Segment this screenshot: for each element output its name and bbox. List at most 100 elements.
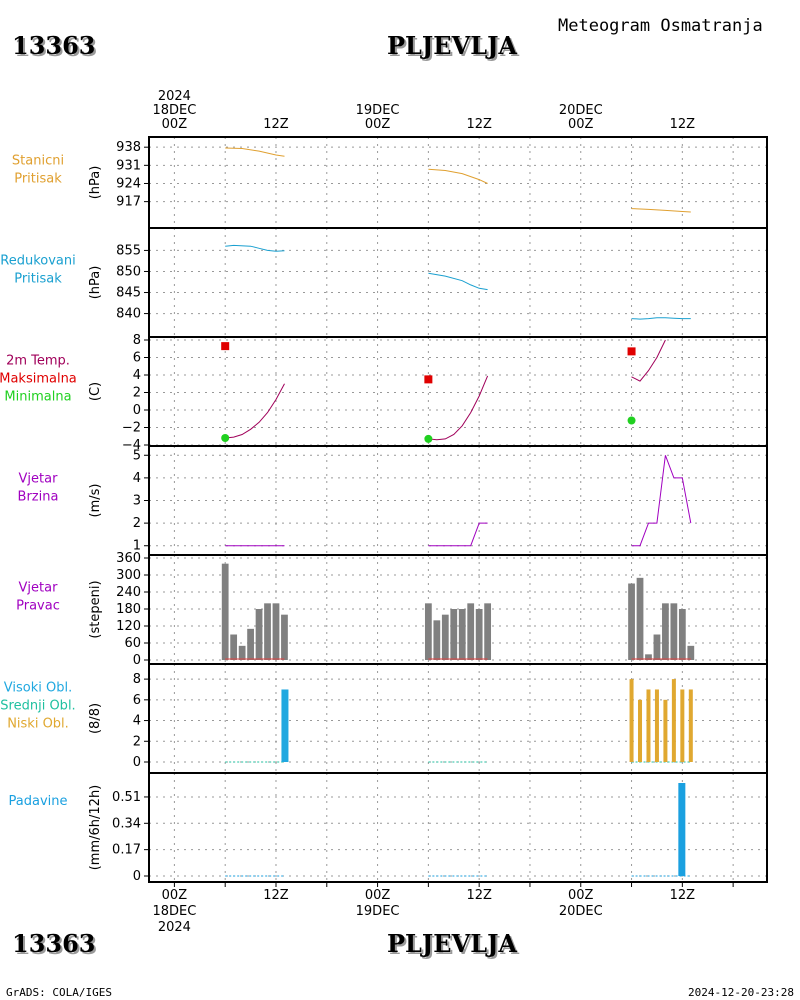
wind-dir-bar — [424, 603, 432, 660]
panel-label: Maksimalna — [0, 372, 77, 387]
time-label-top: 12Z — [670, 117, 696, 132]
panel-label: Pritisak — [14, 272, 62, 287]
station-name-bottom-shadow: PLJEVLJA — [389, 931, 519, 960]
wind-dir-bar — [653, 634, 661, 660]
unit-label: (stepeni) — [88, 580, 103, 638]
y-tick-label: 2 — [133, 386, 141, 401]
series-line — [225, 244, 285, 252]
panel-label: Brzina — [18, 490, 59, 505]
y-tick-label: 3 — [133, 494, 141, 509]
y-tick-label: 0 — [133, 653, 141, 668]
station-id-shadow: 13363 — [14, 33, 98, 62]
y-tick-label: 8 — [133, 672, 141, 687]
y-tick-label: 2 — [133, 734, 141, 749]
station-id-bottom-shadow: 13363 — [14, 931, 98, 960]
time-label-bottom: 12Z — [670, 888, 696, 903]
time-label-top: 12Z — [263, 117, 289, 132]
wind-dir-bar — [450, 609, 458, 660]
panel-frame — [148, 772, 768, 883]
wind-dir-bar — [247, 628, 254, 660]
y-tick-label: 300 — [116, 568, 141, 583]
y-tick-label: 360 — [116, 551, 141, 566]
time-label-bottom: 12Z — [466, 888, 492, 903]
time-label-bottom: 18DEC — [152, 904, 196, 919]
low-cloud-bar — [638, 699, 643, 762]
panel-station_pressure: 938 931 924 917 Stanicni Pritisak (hPa) — [12, 136, 768, 229]
y-tick-label: 840 — [116, 307, 141, 322]
wind-dir-bar — [645, 654, 652, 660]
panel-label: Niski Obl. — [7, 717, 69, 732]
low-cloud-bar — [654, 689, 659, 762]
series-line — [631, 455, 692, 547]
y-tick-label: 0 — [133, 403, 141, 418]
time-label-top: 00Z — [162, 117, 188, 132]
y-tick-label: 4 — [133, 368, 141, 383]
time-label-top: 18DEC — [152, 103, 196, 118]
panel-label: Minimalna — [4, 390, 71, 405]
series-line — [428, 272, 488, 291]
wind-dir-bar — [475, 609, 483, 660]
wind-dir-bar — [458, 609, 466, 660]
time-label-bottom: 00Z — [365, 888, 391, 903]
panel-precip: 0.51 0.34 0.17 0 Padavine (mm/6h/12h) — [9, 772, 768, 884]
time-label-top: 12Z — [466, 117, 492, 132]
panel-reduced_pressure: 855 850 845 840 Redukovani Pritisak (hPa) — [0, 227, 768, 338]
series-line — [428, 168, 488, 184]
y-tick-label: 5 — [133, 448, 141, 463]
unit-label: (hPa) — [88, 166, 103, 200]
panel-label: Padavine — [9, 794, 68, 809]
time-label-top: 2024 — [158, 89, 191, 104]
y-tick-label: −4 — [122, 438, 141, 453]
y-tick-label: 4 — [133, 471, 141, 486]
y-tick-label: 855 — [116, 243, 141, 258]
station-name-bottom: PLJEVLJA — [387, 929, 517, 958]
time-label-bottom: 2024 — [158, 920, 191, 935]
wind-dir-bar — [221, 563, 229, 660]
panel-wind_dir: 360 300 240 180 120 60 0 Vjetar Pravac (stepeni) — [16, 551, 768, 668]
y-tick-label: 0.51 — [112, 790, 141, 805]
panel-clouds: 8 6 4 2 0 Visoki Obl. Srednji Obl. Niski Obl. (8… — [0, 663, 768, 774]
wind-dir-bar — [255, 609, 263, 660]
y-tick-label: 240 — [116, 585, 141, 600]
y-tick-label: 6 — [133, 351, 141, 366]
wind-dir-bar — [687, 645, 695, 660]
station-name-shadow: PLJEVLJA — [389, 33, 519, 62]
y-tick-label: 120 — [116, 619, 141, 634]
y-tick-label: −2 — [122, 421, 141, 436]
unit-label: (mm/6h/12h) — [88, 785, 103, 871]
time-label-top: 20DEC — [559, 103, 603, 118]
low-cloud-bar — [629, 679, 634, 762]
wind-dir-bar — [628, 583, 635, 660]
y-tick-label: 4 — [133, 714, 141, 729]
y-tick-label: 0.17 — [112, 843, 141, 858]
chart-subtitle: Meteogram Osmatranja — [558, 16, 763, 36]
wind-dir-bar — [662, 603, 669, 660]
station-id-bottom: 13363 — [12, 929, 96, 958]
y-tick-label: 0 — [133, 869, 141, 884]
high-cloud-bar — [281, 689, 289, 762]
max-temp-marker — [424, 375, 433, 384]
y-tick-label: 180 — [116, 602, 141, 617]
min-temp-marker — [221, 434, 230, 442]
time-label-top: 00Z — [568, 117, 594, 132]
series-line — [225, 147, 285, 157]
unit-label: (8/8) — [88, 703, 103, 734]
y-tick-label: 938 — [116, 140, 141, 155]
min-temp-marker — [627, 416, 636, 425]
wind-dir-bar — [467, 603, 475, 660]
time-label-bottom: 00Z — [162, 888, 188, 903]
y-tick-label: 0.34 — [112, 816, 141, 831]
y-tick-label: 917 — [116, 195, 141, 210]
max-temp-marker — [627, 347, 636, 356]
panel-label: Vjetar — [19, 581, 59, 596]
series-line — [631, 317, 691, 320]
y-tick-label: 0 — [133, 755, 141, 770]
series-line — [428, 375, 489, 441]
panel-frame — [148, 227, 768, 338]
low-cloud-bar — [680, 689, 685, 762]
wind-dir-bar — [441, 614, 449, 660]
low-cloud-bar — [646, 689, 651, 762]
y-tick-label: 8 — [133, 333, 141, 348]
